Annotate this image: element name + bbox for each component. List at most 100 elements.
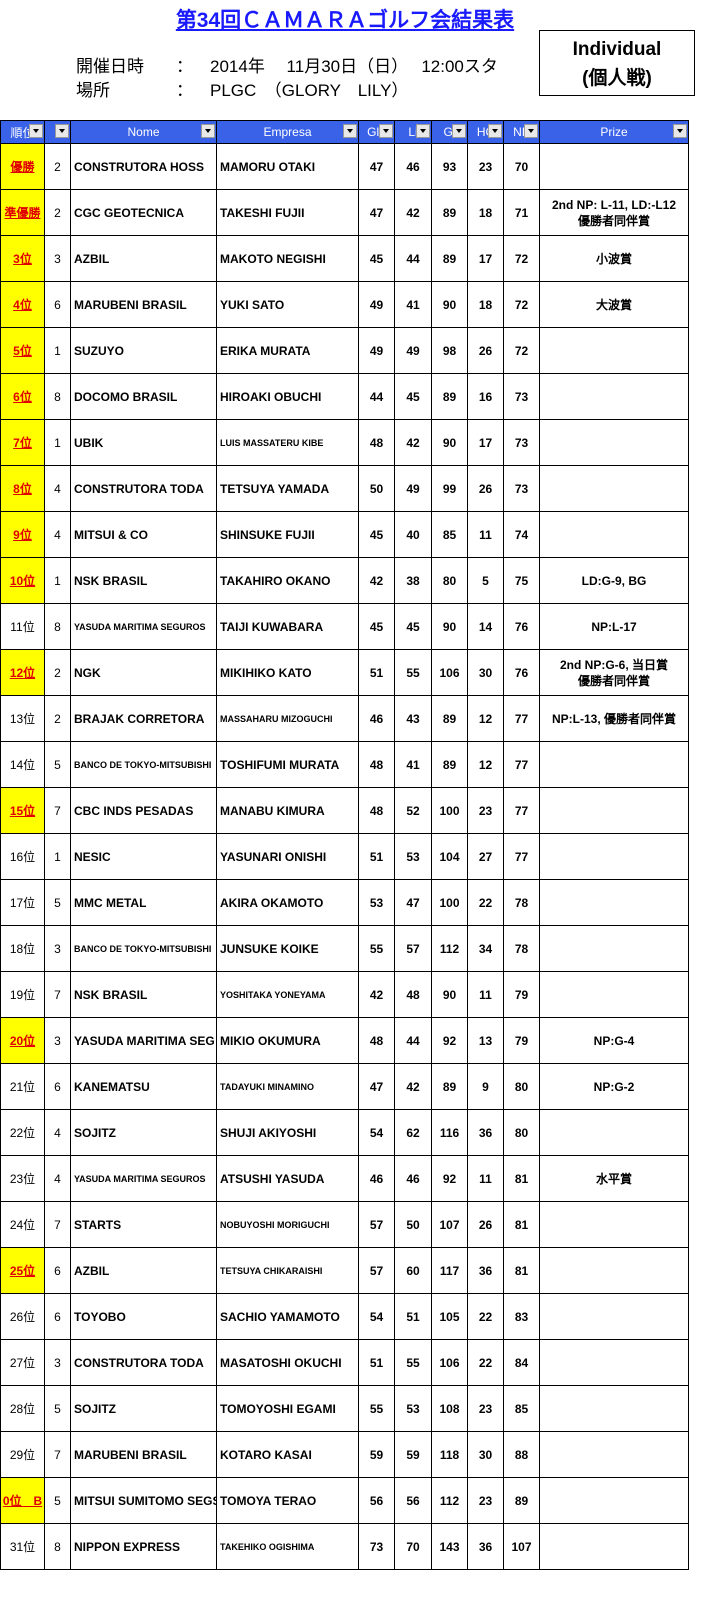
cell: 準優勝 bbox=[0, 189, 45, 236]
cell: 90 bbox=[431, 971, 468, 1018]
cell: 41 bbox=[394, 281, 432, 328]
filter-button[interactable] bbox=[55, 124, 69, 138]
cell: 4 bbox=[44, 465, 71, 512]
result-row: 28位 5 SOJITZ TOMOYOSHI EGAMI 55 53 108 23 85 bbox=[0, 1385, 689, 1432]
cell: 55 bbox=[358, 1385, 395, 1432]
result-row: 15位 7 CBC INDS PESADAS MANABU KIMURA 48 52 100… bbox=[0, 787, 689, 834]
cell: 51 bbox=[358, 833, 395, 880]
cell: 6 bbox=[44, 1293, 71, 1340]
cell: 76 bbox=[503, 649, 540, 696]
cell: AZBIL bbox=[70, 235, 217, 282]
cell: YASUNARI ONISHI bbox=[216, 833, 359, 880]
cell: YASUDA MARITIMA SEGUROS bbox=[70, 1155, 217, 1202]
cell: 優勝 bbox=[0, 143, 45, 190]
cell: 55 bbox=[394, 649, 432, 696]
prize-cell: 小波賞 bbox=[539, 235, 689, 282]
cell: 30 bbox=[467, 649, 504, 696]
prize-cell bbox=[539, 971, 689, 1018]
cell: 112 bbox=[431, 1477, 468, 1524]
cell: 49 bbox=[358, 327, 395, 374]
cell: 77 bbox=[503, 833, 540, 880]
filter-button[interactable] bbox=[343, 124, 357, 138]
prize-cell bbox=[539, 1339, 689, 1386]
filter-button[interactable] bbox=[673, 124, 687, 138]
cell: 46 bbox=[358, 1155, 395, 1202]
cell: MMC METAL bbox=[70, 879, 217, 926]
filter-button[interactable] bbox=[524, 124, 538, 138]
cell: SACHIO YAMAMOTO bbox=[216, 1293, 359, 1340]
cell: CGC GEOTECNICA bbox=[70, 189, 217, 236]
cell: 46 bbox=[394, 143, 432, 190]
cell: 104 bbox=[431, 833, 468, 880]
cell: 5 bbox=[467, 557, 504, 604]
cell: 49 bbox=[394, 465, 432, 512]
cell: 3 bbox=[44, 925, 71, 972]
cell: 72 bbox=[503, 327, 540, 374]
cell: 70 bbox=[394, 1523, 432, 1570]
cell: 106 bbox=[431, 1339, 468, 1386]
cell: 18 bbox=[467, 281, 504, 328]
header-label: Empresa bbox=[263, 125, 312, 139]
cell: BANCO DE TOKYO-MITSUBISHI bbox=[70, 741, 217, 788]
filter-button[interactable] bbox=[488, 124, 502, 138]
result-row: 0位 B 5 MITSUI SUMITOMO SEGS TOMOYA TERAO 56 5… bbox=[0, 1477, 689, 1524]
box-line: (個人戦) bbox=[582, 68, 652, 89]
filter-button[interactable] bbox=[379, 124, 393, 138]
cell: TOSHIFUMI MURATA bbox=[216, 741, 359, 788]
cell: 57 bbox=[358, 1247, 395, 1294]
filter-button[interactable] bbox=[452, 124, 466, 138]
cell: 2 bbox=[44, 143, 71, 190]
cell: 3 bbox=[44, 1339, 71, 1386]
result-row: 9位 4 MITSUI & CO SHINSUKE FUJII 45 40 85 11 74 bbox=[0, 511, 689, 558]
cell: NSK BRASIL bbox=[70, 557, 217, 604]
cell: 47 bbox=[394, 879, 432, 926]
cell: 10位 bbox=[0, 557, 45, 604]
cell: 74 bbox=[503, 511, 540, 558]
prize-line: 水平賞 bbox=[595, 1171, 632, 1186]
cell: AZBIL bbox=[70, 1247, 217, 1294]
cell: 36 bbox=[467, 1247, 504, 1294]
cell: 76 bbox=[503, 603, 540, 650]
result-row: 31位 8 NIPPON EXPRESS TAKEHIKO OGISHIMA 73 70 1… bbox=[0, 1523, 689, 1570]
prize-line: NP:L-17 bbox=[591, 619, 637, 634]
prize-cell bbox=[539, 1431, 689, 1478]
cell: 11 bbox=[467, 511, 504, 558]
cell: MIKIHIKO KATO bbox=[216, 649, 359, 696]
cell: 24位 bbox=[0, 1201, 45, 1248]
cell: 53 bbox=[358, 879, 395, 926]
cell: 80 bbox=[503, 1063, 540, 1110]
cell: BANCO DE TOKYO-MITSUBISHI bbox=[70, 925, 217, 972]
cell: 22位 bbox=[0, 1109, 45, 1156]
prize-cell bbox=[539, 511, 689, 558]
cell: TETSUYA YAMADA bbox=[216, 465, 359, 512]
cell: 17 bbox=[467, 419, 504, 466]
info-line: 開催日時 ： 2014年 11月30日（日） 12:00スタ bbox=[76, 52, 538, 77]
cell: 54 bbox=[358, 1293, 395, 1340]
cell: 57 bbox=[358, 1201, 395, 1248]
info-value: 2014年 11月30日（日） 12:00スタ bbox=[210, 57, 498, 76]
cell: 98 bbox=[431, 327, 468, 374]
info-value: PLGC （GLORY LILY） bbox=[210, 81, 409, 100]
cell: 78 bbox=[503, 879, 540, 926]
cell: 89 bbox=[431, 695, 468, 742]
cell: 41 bbox=[394, 741, 432, 788]
cell: 1 bbox=[44, 557, 71, 604]
cell: 89 bbox=[431, 373, 468, 420]
prize-cell bbox=[539, 1201, 689, 1248]
cell: 6 bbox=[44, 1247, 71, 1294]
cell: 14 bbox=[467, 603, 504, 650]
cell: 45 bbox=[358, 511, 395, 558]
cell: BRAJAK CORRETORA bbox=[70, 695, 217, 742]
cell: 100 bbox=[431, 879, 468, 926]
cell: 27位 bbox=[0, 1339, 45, 1386]
result-row: 19位 7 NSK BRASIL YOSHITAKA YONEYAMA 42 48 90 11… bbox=[0, 971, 689, 1018]
cell: 13位 bbox=[0, 695, 45, 742]
filter-button[interactable] bbox=[201, 124, 215, 138]
title: 第34回ＣＡＭＡＲＡゴルフ会結果表 bbox=[175, 9, 515, 32]
result-row: 23位 4 YASUDA MARITIMA SEGUROS ATSUSHI YASUD… bbox=[0, 1155, 689, 1202]
cell: 4 bbox=[44, 511, 71, 558]
filter-button[interactable] bbox=[416, 124, 430, 138]
result-row: 11位 8 YASUDA MARITIMA SEGUROS TAIJI KUWABAR… bbox=[0, 603, 689, 650]
filter-button[interactable] bbox=[29, 124, 43, 138]
